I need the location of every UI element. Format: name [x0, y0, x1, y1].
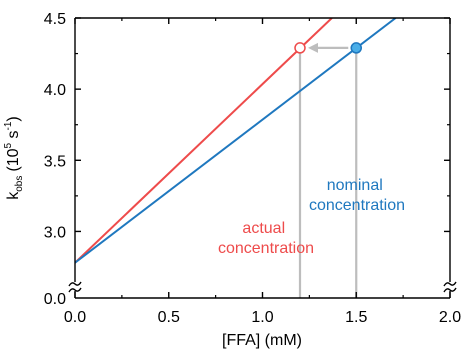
series-line-actual — [75, 18, 333, 264]
x-tick-label: 1.0 — [251, 309, 273, 326]
point-markers — [294, 42, 362, 54]
x-tick-label: 0.5 — [158, 309, 180, 326]
y-break-tick-label: 0.0 — [44, 291, 66, 308]
actual-label-line1: actual — [242, 220, 285, 237]
y-tick-label: 3.0 — [44, 224, 66, 241]
y-label-unit-close: ) — [5, 116, 22, 121]
guide-lines — [298, 42, 358, 298]
axis-break-left — [68, 281, 82, 293]
x-tick-label: 0.0 — [64, 309, 86, 326]
y-ticks: 3.0 3.5 4.0 4.5 — [44, 11, 450, 241]
x-tick-label: 2.0 — [439, 309, 461, 326]
x-ticks: 0.0 0.5 1.0 1.5 2.0 — [64, 18, 461, 326]
filled-point-marker — [350, 42, 362, 54]
y-label-unit-mid: s — [5, 130, 22, 142]
nominal-label-line1: nominal — [327, 177, 383, 194]
actual-label: actual concentration — [218, 220, 314, 257]
actual-label-line2: concentration — [218, 240, 314, 257]
series-line-nominal — [75, 18, 397, 264]
y-tick-label: 4.5 — [44, 11, 66, 28]
nominal-label: nominal concentration — [309, 177, 405, 214]
axis-break-right — [443, 281, 457, 293]
series-group — [75, 18, 397, 264]
y-axis-label: kobs (105 s-1) — [3, 116, 25, 200]
nominal-label-line2: concentration — [309, 197, 405, 214]
x-axis-label: [FFA] (mM) — [222, 332, 302, 349]
y-tick-label: 3.5 — [44, 153, 66, 170]
y-tick-label: 4.0 — [44, 82, 66, 99]
y-label-main: k — [5, 191, 22, 200]
open-point-marker — [294, 42, 306, 54]
shift-arrow-head — [308, 42, 318, 53]
y-label-sub: obs — [14, 176, 25, 192]
y-label-unit-open: (10 — [5, 148, 22, 171]
y-label-unit-sup2: -1 — [3, 121, 14, 130]
x-tick-label: 1.5 — [345, 309, 367, 326]
y-label-unit-sup: 5 — [3, 143, 14, 149]
